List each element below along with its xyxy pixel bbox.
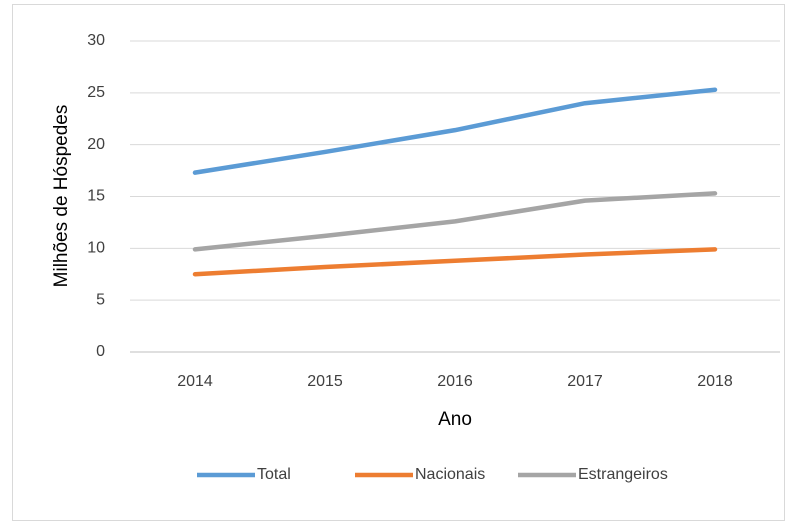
y-tick-label: 10 xyxy=(87,240,105,257)
line-series xyxy=(192,191,718,252)
y-tick-label: 5 xyxy=(96,291,105,308)
legend-label: Nacionais xyxy=(415,466,485,483)
y-tick-label: 30 xyxy=(87,32,105,49)
x-tick-label: 2014 xyxy=(177,373,213,390)
y-axis-title: Milhões de Hóspedes xyxy=(51,105,72,288)
line-series xyxy=(192,87,718,175)
x-tick-label: 2017 xyxy=(567,373,603,390)
legend-label: Total xyxy=(257,466,291,483)
line-series xyxy=(192,247,718,277)
legend-label: Estrangeiros xyxy=(578,466,668,483)
x-tick-label: 2015 xyxy=(307,373,343,390)
y-tick-label: 25 xyxy=(87,84,105,101)
x-tick-label: 2018 xyxy=(697,373,733,390)
y-tick-label: 0 xyxy=(96,343,105,360)
y-tick-label: 20 xyxy=(87,136,105,153)
x-tick-label: 2016 xyxy=(437,373,473,390)
x-axis-title: Ano xyxy=(438,409,472,430)
y-tick-label: 15 xyxy=(87,188,105,205)
